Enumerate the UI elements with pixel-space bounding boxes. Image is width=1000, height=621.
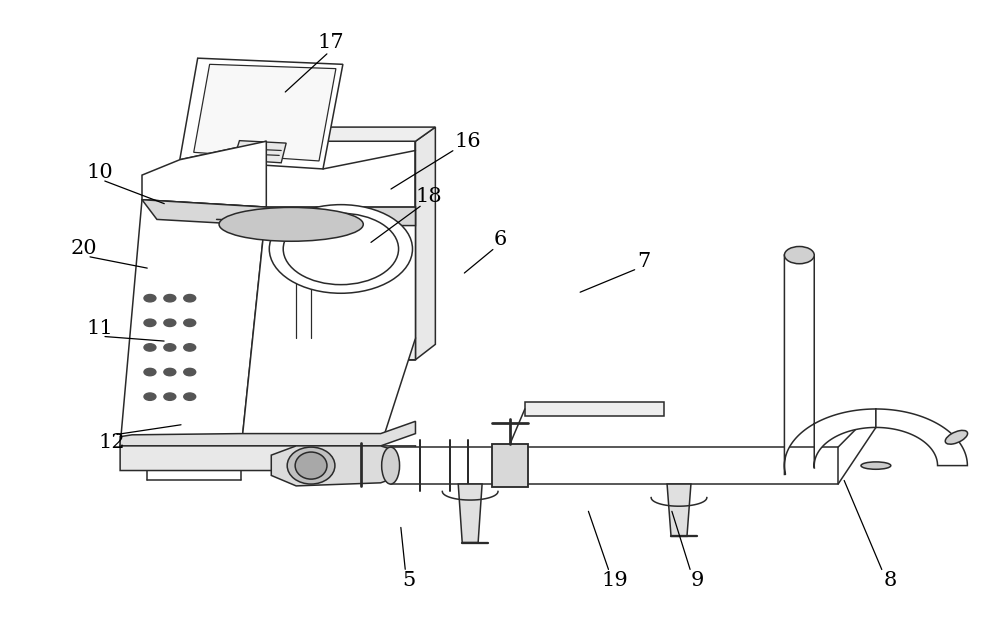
- Text: 6: 6: [493, 230, 507, 249]
- Polygon shape: [492, 444, 528, 487]
- Polygon shape: [784, 255, 876, 474]
- Polygon shape: [525, 402, 664, 416]
- Text: 8: 8: [883, 571, 896, 589]
- Text: 7: 7: [638, 252, 651, 271]
- Polygon shape: [391, 447, 838, 484]
- Ellipse shape: [287, 447, 335, 484]
- Polygon shape: [120, 446, 415, 471]
- Circle shape: [144, 393, 156, 401]
- Circle shape: [184, 393, 196, 401]
- Text: 11: 11: [87, 319, 114, 338]
- Circle shape: [144, 344, 156, 351]
- Polygon shape: [180, 58, 343, 169]
- Circle shape: [283, 213, 399, 284]
- Polygon shape: [415, 127, 435, 360]
- Circle shape: [164, 368, 176, 376]
- Circle shape: [184, 344, 196, 351]
- Polygon shape: [876, 409, 967, 466]
- Ellipse shape: [382, 447, 400, 484]
- Polygon shape: [266, 338, 415, 360]
- Polygon shape: [120, 200, 266, 446]
- Polygon shape: [194, 65, 336, 161]
- Polygon shape: [120, 421, 415, 446]
- Polygon shape: [266, 127, 435, 141]
- Text: 18: 18: [415, 187, 442, 206]
- Text: 19: 19: [601, 571, 628, 589]
- Ellipse shape: [295, 452, 327, 479]
- Text: 12: 12: [99, 433, 125, 452]
- Circle shape: [164, 294, 176, 302]
- Polygon shape: [667, 484, 691, 537]
- Ellipse shape: [945, 430, 968, 444]
- Polygon shape: [142, 141, 266, 207]
- Circle shape: [164, 319, 176, 327]
- Circle shape: [184, 368, 196, 376]
- Ellipse shape: [784, 247, 814, 264]
- Circle shape: [269, 205, 412, 293]
- Circle shape: [184, 319, 196, 327]
- Polygon shape: [241, 207, 415, 446]
- Text: 20: 20: [71, 240, 98, 258]
- Text: 17: 17: [318, 34, 344, 52]
- Ellipse shape: [219, 207, 363, 242]
- Circle shape: [184, 294, 196, 302]
- Circle shape: [144, 294, 156, 302]
- Polygon shape: [142, 200, 415, 225]
- Polygon shape: [266, 141, 415, 360]
- Ellipse shape: [861, 462, 891, 469]
- Circle shape: [164, 344, 176, 351]
- Circle shape: [144, 319, 156, 327]
- Circle shape: [164, 393, 176, 401]
- Polygon shape: [233, 140, 286, 163]
- Text: 16: 16: [455, 132, 481, 151]
- Polygon shape: [458, 484, 482, 543]
- Text: 5: 5: [402, 571, 415, 589]
- Text: 9: 9: [690, 571, 704, 589]
- Text: 10: 10: [87, 163, 114, 181]
- Polygon shape: [271, 446, 415, 486]
- Circle shape: [144, 368, 156, 376]
